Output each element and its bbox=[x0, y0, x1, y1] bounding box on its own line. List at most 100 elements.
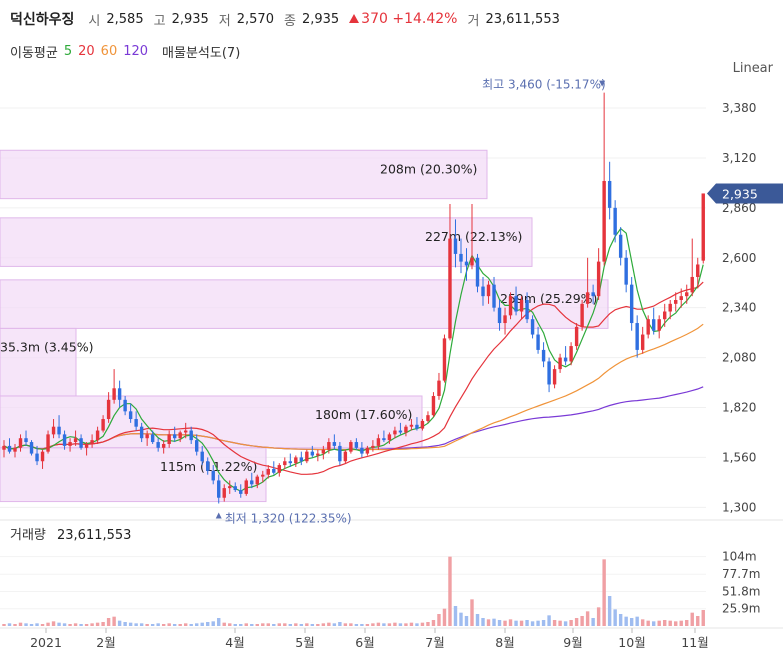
volume-bar bbox=[261, 623, 265, 626]
volume-profile-label: 227m (22.13%) bbox=[425, 229, 522, 244]
candle-body bbox=[194, 440, 199, 452]
ma-title[interactable]: 이동평균 bbox=[10, 45, 58, 61]
candle-body bbox=[475, 257, 480, 287]
candle-body bbox=[206, 461, 210, 471]
volume-label: 거 bbox=[467, 13, 480, 29]
candle-body bbox=[674, 300, 678, 304]
ma-20-label[interactable]: 20 bbox=[78, 43, 95, 59]
candle-body bbox=[305, 451, 309, 462]
volume-bar bbox=[662, 620, 667, 626]
candle-body bbox=[189, 430, 193, 441]
candle-body bbox=[547, 361, 551, 385]
candle-body bbox=[239, 490, 243, 494]
candle-body bbox=[106, 399, 111, 420]
candle-body bbox=[338, 445, 342, 462]
volume-bar bbox=[415, 623, 419, 626]
change-pct: +14.42% bbox=[392, 11, 458, 27]
ma-5-label[interactable]: 5 bbox=[63, 43, 73, 59]
candle-body bbox=[415, 424, 419, 429]
volume-bar bbox=[492, 618, 496, 626]
candle-body bbox=[62, 434, 67, 446]
candle-body bbox=[492, 284, 496, 308]
volume-bar bbox=[701, 610, 705, 626]
candle-body bbox=[701, 193, 705, 261]
price-tick-label: 1,300 bbox=[722, 500, 756, 514]
volume-bar bbox=[288, 624, 293, 626]
volume-bar bbox=[222, 622, 226, 626]
candle-body bbox=[398, 430, 403, 433]
candle-body bbox=[635, 323, 639, 350]
scale-mode-toggle[interactable]: Linear bbox=[732, 61, 773, 76]
time-tick-label: 5월 bbox=[295, 635, 314, 650]
candle-body bbox=[13, 447, 17, 452]
volume-bar bbox=[530, 621, 535, 626]
candle-body bbox=[228, 486, 232, 489]
volume-bar bbox=[685, 620, 689, 626]
volume-bar bbox=[607, 596, 612, 626]
candle-body bbox=[409, 424, 414, 427]
candle-body bbox=[591, 292, 595, 297]
volume-bar bbox=[161, 624, 166, 626]
candle-body bbox=[387, 434, 392, 441]
candle-body bbox=[112, 388, 116, 400]
candle-body bbox=[437, 380, 441, 396]
volume-bar bbox=[668, 620, 672, 626]
volume-bar bbox=[178, 624, 182, 626]
candle-body bbox=[486, 284, 491, 297]
ma-60-label[interactable]: 60 bbox=[100, 43, 118, 59]
volume-bar bbox=[613, 609, 617, 626]
volume-bar bbox=[574, 618, 579, 626]
candle-body bbox=[316, 453, 320, 456]
volume-bar bbox=[206, 622, 210, 626]
candle-body bbox=[662, 311, 667, 320]
candle-body bbox=[602, 180, 606, 262]
volume-bar bbox=[690, 612, 694, 626]
candle-body bbox=[651, 319, 656, 331]
candle-body bbox=[327, 442, 331, 450]
volume-bar bbox=[139, 623, 144, 626]
candle-body bbox=[646, 319, 650, 335]
candle-body bbox=[310, 451, 315, 456]
volume-bar bbox=[596, 607, 601, 626]
volume-bar bbox=[332, 623, 337, 626]
candle-body bbox=[640, 334, 645, 350]
stock-name[interactable]: 덕신하우징 bbox=[10, 12, 75, 28]
price-tick-label: 3,380 bbox=[722, 101, 756, 115]
candle-body bbox=[514, 296, 518, 312]
volume-bar bbox=[640, 619, 645, 626]
volume-bar bbox=[84, 624, 89, 626]
candle-body bbox=[332, 442, 337, 446]
close-label: 종 bbox=[283, 13, 296, 29]
volume-bar bbox=[486, 619, 491, 626]
volume-profile-label: 35.3m (3.45%) bbox=[0, 339, 93, 354]
candle-body bbox=[161, 443, 166, 448]
candle-body bbox=[233, 486, 237, 491]
candle-body bbox=[266, 468, 270, 475]
volume-bar bbox=[18, 622, 23, 626]
candle-body bbox=[272, 468, 276, 473]
volume-bar bbox=[398, 623, 403, 626]
change-value: 370 bbox=[361, 11, 388, 27]
volume-bar bbox=[448, 556, 452, 626]
candle-body bbox=[183, 430, 188, 433]
candle-body bbox=[448, 238, 452, 339]
candle-body bbox=[354, 442, 359, 448]
candle-body bbox=[261, 474, 265, 477]
analysis-label[interactable]: 매물분석도(7) bbox=[162, 45, 241, 61]
candle-body bbox=[679, 296, 683, 300]
volume-bar bbox=[525, 620, 529, 626]
ma-120-label[interactable]: 120 bbox=[123, 43, 149, 59]
candle-body bbox=[376, 438, 381, 446]
candle-body bbox=[172, 434, 177, 439]
price-tick-label: 1,560 bbox=[722, 450, 756, 464]
volume-bar bbox=[580, 616, 584, 626]
volume-bar bbox=[629, 618, 634, 626]
time-tick-label: 2월 bbox=[96, 635, 115, 650]
volume-profile-bar bbox=[0, 149, 488, 200]
volume-bar bbox=[536, 620, 540, 626]
volume-bar bbox=[250, 624, 254, 626]
volume-profile-bar bbox=[0, 447, 267, 503]
volume-bar bbox=[459, 612, 463, 626]
candle-body bbox=[508, 296, 513, 316]
